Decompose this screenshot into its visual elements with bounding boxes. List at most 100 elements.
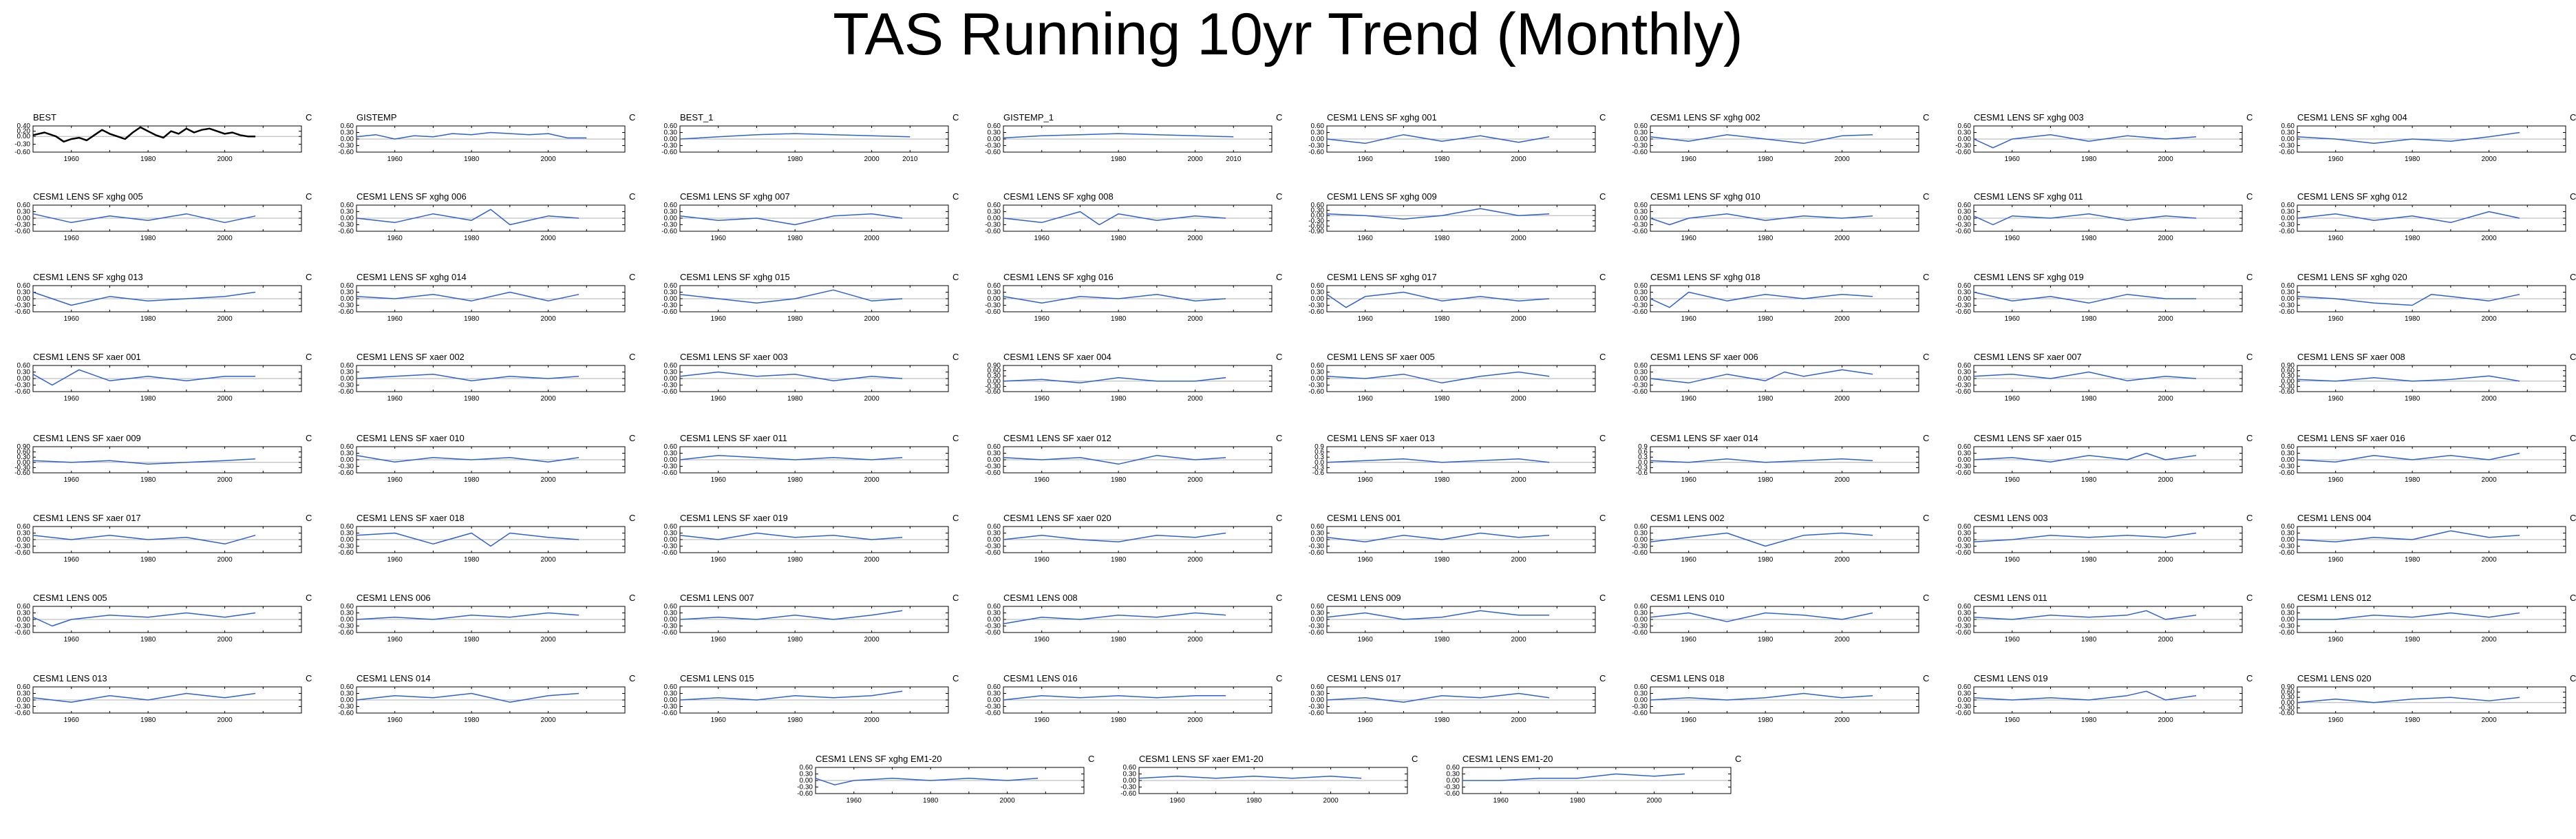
y-tick-label: 0.00	[341, 215, 354, 222]
y-tick-label: 0.60	[341, 202, 354, 209]
y-tick-label: -0.30	[1955, 222, 1971, 229]
series-line	[356, 454, 579, 463]
x-tick-label: 2000	[217, 556, 233, 564]
y-tick-label: -0.30	[1444, 784, 1460, 792]
y-tick-label: 0.60	[1958, 443, 1972, 451]
y-tick-label: -0.60	[2279, 629, 2295, 637]
y-tick-label: -0.30	[1308, 302, 1324, 310]
y-tick-label: 0.00	[1311, 295, 1325, 303]
panel-45: CESM1 LENS 001 C -0.60-0.300.000.300.60 196…	[1308, 513, 1606, 564]
y-tick-label: 0.00	[341, 136, 354, 143]
y-tick-label: 0.60	[664, 362, 678, 370]
x-tick-label: 1980	[464, 235, 480, 242]
y-tick-label: -0.60	[338, 228, 354, 235]
panel-6: CESM1 LENS SF xghg 002 C -0.60-0.300.000.3…	[1632, 112, 1929, 163]
y-tick-label: 0.60	[988, 123, 1001, 130]
y-tick-label: 0.30	[664, 690, 678, 698]
panel-47: CESM1 LENS 003 C -0.60-0.300.000.300.60 196…	[1955, 513, 2253, 564]
panel-61: CESM1 LENS 017 C -0.60-0.300.000.300.60 196…	[1308, 673, 1606, 724]
y-tick-label: 0.30	[1958, 129, 1972, 137]
x-tick-label: 1960	[387, 476, 403, 484]
panel-title: CESM1 LENS 002	[1650, 513, 1725, 523]
x-tick-label: 2000	[217, 395, 233, 403]
y-tick-label: -0.60	[797, 790, 813, 798]
panel-title: CESM1 LENS SF xghg 003	[1974, 112, 2084, 123]
series-line	[1003, 293, 1226, 304]
y-tick-label: 0.00	[1958, 375, 1972, 383]
panel-11: CESM1 LENS SF xghg 007 C -0.60-0.300.000.3…	[661, 191, 959, 242]
panel-48: CESM1 LENS 004 C -0.60-0.300.000.300.60 196…	[2279, 513, 2576, 564]
y-tick-label: -0.30	[14, 623, 30, 630]
x-tick-label: 1980	[1758, 235, 1774, 242]
y-tick-label: 0.30	[1958, 289, 1972, 297]
series-line	[32, 458, 256, 465]
x-tick-label: 1980	[2081, 636, 2097, 644]
panel-title: CESM1 LENS SF xghg 010	[1650, 191, 1760, 202]
y-tick-label: -0.30	[661, 302, 677, 310]
x-tick-label: 2000	[540, 476, 556, 484]
series-line	[2297, 211, 2520, 224]
y-tick-label: 0.60	[1311, 683, 1325, 691]
x-tick-label: 2000	[540, 556, 556, 564]
y-tick-label: 0.00	[1635, 536, 1648, 544]
panel-title: CESM1 LENS SF xaer 014	[1650, 433, 1758, 443]
y-tick-label: 0.00	[1958, 616, 1972, 624]
y-tick-label: -0.60	[1444, 790, 1460, 798]
x-tick-label: 1960	[847, 797, 862, 805]
y-tick-label: 0.60	[1635, 123, 1648, 130]
panel-49: CESM1 LENS 005 C -0.60-0.300.000.300.60 196…	[14, 593, 312, 644]
panel-unit-label: C	[952, 673, 959, 683]
y-tick-label: 0.9	[1314, 443, 1324, 451]
panel-unit-label: C	[2246, 513, 2253, 523]
series-line	[1326, 291, 1550, 308]
panel-unit-label: C	[1276, 272, 1282, 282]
y-tick-label: 0.30	[988, 209, 1001, 216]
y-tick-label: 0.00	[1311, 616, 1325, 624]
panel-unit-label: C	[1923, 191, 1929, 202]
y-tick-label: 0.30	[341, 610, 354, 617]
panel-title: BEST_1	[680, 112, 713, 123]
panel-title: CESM1 LENS SF xaer 003	[680, 352, 788, 362]
x-tick-label: 2000	[1834, 395, 1850, 403]
x-tick-label: 1980	[1111, 636, 1127, 644]
panel-unit-label: C	[1599, 112, 1606, 123]
y-tick-label: 0.00	[1958, 456, 1972, 464]
x-tick-label: 1980	[464, 716, 480, 724]
panel-unit-label: C	[306, 433, 312, 443]
panel-unit-label: C	[1735, 754, 1741, 764]
panel-14: CESM1 LENS SF xghg 010 C -0.60-0.300.000.3…	[1632, 191, 1929, 242]
panel-title: CESM1 LENS 007	[680, 593, 754, 603]
x-tick-label: 1980	[1434, 716, 1450, 724]
panel-title: CESM1 LENS SF xghg 017	[1327, 272, 1437, 282]
panel-title: CESM1 LENS SF xghg 014	[356, 272, 467, 282]
series-line	[2297, 697, 2520, 703]
x-tick-label: 2000	[540, 636, 556, 644]
panel-unit-label: C	[1923, 673, 1929, 683]
x-tick-label: 1960	[1034, 315, 1050, 323]
x-tick-label: 2000	[1323, 797, 1339, 805]
y-tick-label: -0.30	[338, 382, 354, 390]
x-tick-label: 1960	[1358, 235, 1374, 242]
panel-title: CESM1 LENS 001	[1327, 513, 1401, 523]
y-tick-label: 0.00	[664, 536, 678, 544]
y-tick-label: 0.00	[17, 215, 31, 222]
panel-41: CESM1 LENS SF xaer 017 C -0.60-0.300.000.3…	[14, 513, 312, 564]
panel-title: CESM1 LENS SF xaer 020	[1003, 513, 1111, 523]
y-tick-label: -0.30	[1308, 703, 1324, 711]
panel-unit-label: C	[2570, 513, 2576, 523]
y-tick-label: 0.20	[17, 128, 31, 136]
panel-title: CESM1 LENS SF xghg 012	[2297, 191, 2407, 202]
y-tick-label: 0.00	[988, 136, 1001, 143]
y-tick-label: -0.60	[14, 228, 30, 235]
panel-63: CESM1 LENS 019 C -0.60-0.300.000.300.60 196…	[1955, 673, 2253, 724]
y-tick-label: -0.30	[1632, 703, 1648, 711]
panel-2: GISTEMP C -0.60-0.300.000.300.60 1960 1980 20…	[338, 112, 635, 163]
x-tick-label: 1960	[711, 395, 727, 403]
panel-title: CESM1 LENS 016	[1003, 673, 1078, 683]
x-tick-label: 1960	[64, 235, 80, 242]
y-tick-label: 0.30	[988, 289, 1001, 297]
x-tick-label: 2000	[864, 235, 880, 242]
panel-unit-label: C	[1088, 754, 1094, 764]
series-line	[1326, 371, 1550, 384]
y-tick-label: 0.60	[1311, 523, 1325, 531]
